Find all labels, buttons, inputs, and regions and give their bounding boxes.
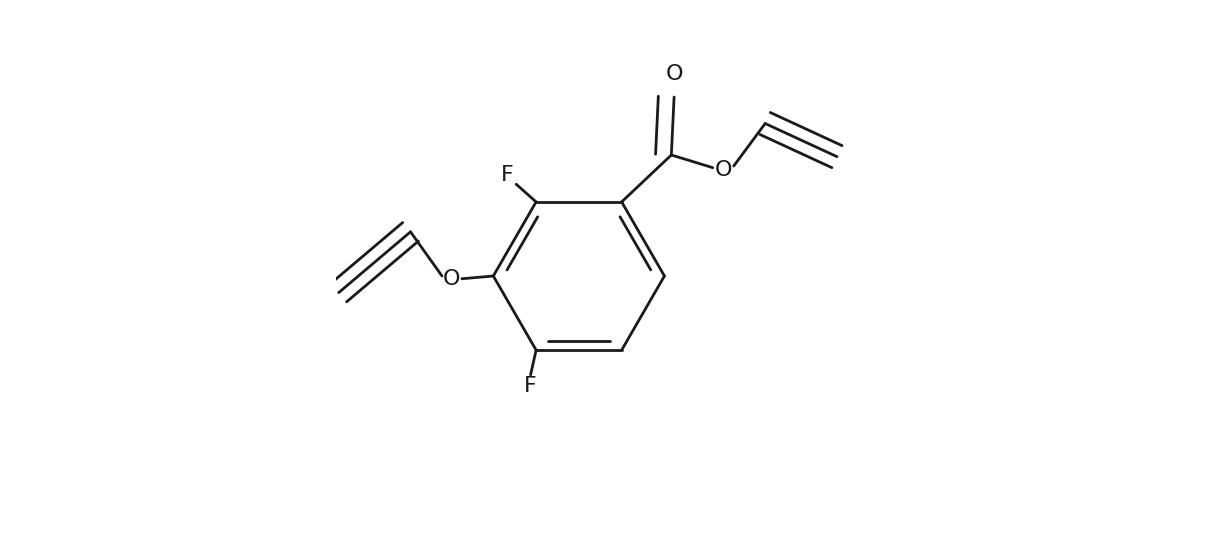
Text: F: F [524, 376, 537, 396]
Text: F: F [501, 166, 514, 185]
Text: O: O [715, 161, 732, 181]
Text: O: O [666, 64, 683, 84]
Text: O: O [443, 269, 460, 289]
